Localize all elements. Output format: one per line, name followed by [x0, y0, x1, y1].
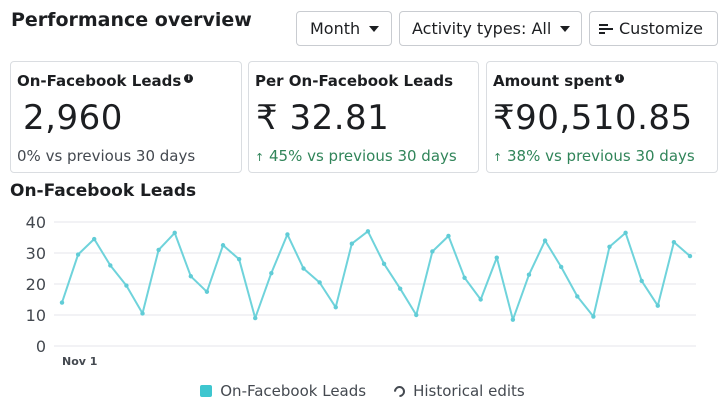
data-point[interactable] [575, 294, 580, 299]
activity-types-label: Activity types: All [412, 19, 552, 38]
data-point[interactable] [301, 266, 306, 271]
y-tick-label: 10 [26, 306, 46, 325]
y-tick-label: 20 [26, 275, 46, 294]
data-point[interactable] [140, 311, 145, 316]
legend-label: Historical edits [413, 382, 525, 400]
customize-label: Customize [619, 19, 703, 38]
data-point[interactable] [92, 236, 97, 242]
chart-title: On-Facebook Leads [10, 181, 197, 201]
sliders-icon [599, 23, 613, 35]
metric-title: Amount spent i [493, 72, 624, 90]
metric-card-leads: On-Facebook Leads i 2,960 0% vs previous … [10, 61, 242, 173]
data-point[interactable] [253, 315, 258, 321]
data-point[interactable] [397, 286, 403, 291]
legend-swatch [200, 385, 213, 397]
data-point[interactable] [381, 261, 387, 267]
data-point[interactable] [430, 249, 435, 254]
activity-types-dropdown[interactable]: Activity types: All [399, 11, 582, 46]
metric-title: Per On-Facebook Leads [255, 72, 454, 90]
data-point[interactable] [108, 263, 113, 268]
data-point[interactable] [526, 272, 532, 277]
data-point[interactable] [687, 253, 693, 259]
data-point[interactable] [542, 238, 548, 243]
data-point[interactable] [75, 252, 81, 257]
metric-change-text: 45% vs previous 30 days [264, 147, 457, 165]
data-point[interactable] [607, 244, 612, 249]
data-point[interactable] [494, 255, 499, 260]
data-point[interactable] [156, 247, 161, 253]
metric-value: ₹ 32.81 [256, 98, 390, 138]
caret-down-icon [560, 25, 571, 32]
data-point[interactable] [285, 232, 290, 237]
data-point[interactable] [623, 230, 628, 236]
data-point[interactable] [269, 270, 274, 276]
metric-card-amount-spent: Amount spent i ₹90,510.85 ↑ 38% vs previo… [486, 61, 718, 173]
metric-value: 2,960 [23, 98, 123, 138]
line-chart: 0 10 20 30 40 Nov 1 [26, 213, 696, 368]
customize-button[interactable]: Customize [589, 11, 718, 46]
metric-card-cost-per-lead: Per On-Facebook Leads ₹ 32.81 ↑ 45% vs p… [248, 61, 479, 173]
y-tick-label: 0 [36, 337, 46, 356]
month-dropdown-label: Month [310, 19, 361, 38]
data-point[interactable] [558, 264, 564, 270]
metric-change: ↑ 45% vs previous 30 days [255, 147, 457, 165]
metric-title: On-Facebook Leads i [17, 72, 194, 90]
data-point[interactable] [591, 314, 596, 319]
data-point[interactable] [59, 300, 65, 305]
metric-change: 0% vs previous 30 days [17, 147, 196, 165]
chart-legend: On-Facebook Leads Historical edits [0, 382, 725, 400]
caret-down-icon [369, 25, 380, 32]
data-point[interactable] [510, 317, 516, 322]
y-tick-label: 40 [26, 213, 46, 232]
data-point[interactable] [349, 241, 355, 246]
data-point[interactable] [204, 289, 210, 294]
metric-change: ↑ 38% vs previous 30 days [493, 147, 695, 165]
metric-change-text: 38% vs previous 30 days [502, 147, 695, 165]
legend-item-historical-edits[interactable]: Historical edits [391, 382, 525, 400]
arrow-up-icon: ↑ [493, 151, 503, 164]
data-point[interactable] [639, 278, 644, 284]
data-point[interactable] [317, 280, 322, 285]
metric-title-text: Amount spent [493, 72, 612, 90]
data-point[interactable] [236, 257, 242, 262]
y-tick-label: 30 [26, 244, 46, 263]
data-point[interactable] [671, 239, 677, 245]
arrow-up-icon: ↑ [255, 151, 265, 164]
data-point[interactable] [172, 230, 177, 236]
data-point[interactable] [333, 305, 338, 310]
data-point[interactable] [188, 274, 194, 279]
x-tick-label: Nov 1 [62, 355, 97, 368]
legend-label: On-Facebook Leads [220, 382, 367, 400]
legend-item-leads[interactable]: On-Facebook Leads [200, 382, 366, 400]
data-point[interactable] [478, 297, 483, 302]
page-title: Performance overview [11, 9, 252, 31]
data-point[interactable] [220, 243, 226, 248]
metric-value: ₹90,510.85 [493, 98, 693, 138]
data-point[interactable] [655, 303, 660, 308]
series-line [61, 230, 691, 321]
info-icon[interactable]: i [614, 74, 624, 83]
data-point[interactable] [462, 275, 467, 280]
gauge-icon [391, 383, 408, 399]
data-point[interactable] [124, 283, 129, 288]
month-dropdown[interactable]: Month [296, 11, 392, 46]
metric-title-text: On-Facebook Leads [17, 72, 182, 90]
info-icon[interactable]: i [184, 74, 194, 83]
data-point[interactable] [414, 312, 419, 318]
data-point[interactable] [365, 229, 371, 234]
data-point[interactable] [446, 233, 451, 239]
